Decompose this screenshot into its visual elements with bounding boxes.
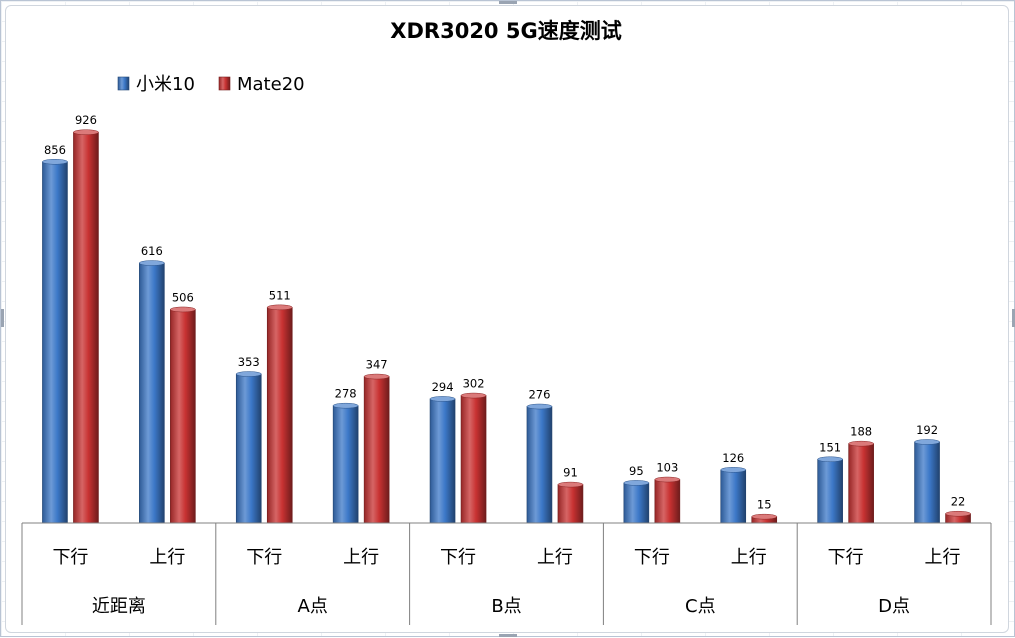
bar-cap bbox=[236, 371, 262, 377]
subcategory-tick-label: 上行 bbox=[537, 547, 573, 568]
bar[interactable] bbox=[914, 441, 940, 524]
bar-cap bbox=[526, 403, 553, 410]
legend-label-1: 小米10 bbox=[136, 74, 195, 95]
subcategory-tick-label: 下行 bbox=[52, 547, 88, 568]
legend-swatch-1 bbox=[117, 76, 130, 91]
bar[interactable] bbox=[817, 458, 843, 524]
bar-cap bbox=[332, 402, 359, 409]
subcategory-tick-label: 下行 bbox=[246, 547, 282, 568]
bar[interactable] bbox=[42, 161, 68, 524]
subcategory-tick-label: 上行 bbox=[343, 547, 379, 568]
group-tick-label: B点 bbox=[491, 596, 521, 617]
data-label: 91 bbox=[563, 466, 578, 480]
bar-cap bbox=[170, 306, 196, 313]
data-label: 926 bbox=[75, 113, 97, 127]
data-label: 192 bbox=[916, 423, 938, 437]
data-label: 302 bbox=[463, 377, 485, 391]
data-label: 506 bbox=[172, 290, 194, 304]
data-label: 22 bbox=[951, 495, 966, 509]
resize-handle-top[interactable] bbox=[499, 1, 517, 4]
data-label: 95 bbox=[629, 464, 644, 478]
bar-cap bbox=[623, 480, 650, 486]
data-label: 353 bbox=[238, 355, 260, 369]
data-label: 15 bbox=[757, 498, 772, 512]
data-label: 294 bbox=[432, 380, 454, 394]
data-label: 103 bbox=[656, 461, 678, 475]
data-label: 856 bbox=[44, 143, 66, 157]
subcategory-tick-label: 下行 bbox=[828, 547, 864, 568]
bar-cap bbox=[267, 304, 293, 311]
subcategory-tick-label: 下行 bbox=[440, 547, 476, 568]
bar-cap bbox=[73, 129, 99, 135]
group-tick-label: A点 bbox=[298, 596, 328, 617]
data-label: 188 bbox=[850, 425, 872, 439]
bar[interactable] bbox=[266, 307, 293, 524]
bar-cap bbox=[139, 260, 165, 266]
bar[interactable] bbox=[139, 262, 165, 524]
bar-cap bbox=[654, 476, 681, 483]
group-tick-label: 近距离 bbox=[92, 596, 146, 617]
legend: 小米10 Mate20 bbox=[117, 74, 305, 95]
bar-cap bbox=[751, 513, 777, 520]
bar[interactable] bbox=[720, 469, 747, 524]
bar-cap bbox=[363, 373, 390, 380]
bar[interactable] bbox=[235, 373, 262, 524]
bar[interactable] bbox=[363, 376, 390, 524]
bar-cap bbox=[460, 392, 487, 399]
legend-label-2: Mate20 bbox=[237, 74, 305, 95]
subcategory-tick-label: 上行 bbox=[149, 547, 185, 568]
bar-cap bbox=[914, 439, 940, 445]
bar[interactable] bbox=[332, 405, 359, 524]
bar[interactable] bbox=[73, 131, 99, 524]
bar-cap bbox=[848, 440, 874, 447]
bar[interactable] bbox=[170, 309, 196, 524]
data-label: 126 bbox=[722, 451, 744, 465]
bar-cap bbox=[945, 510, 971, 517]
legend-swatch-2 bbox=[218, 76, 231, 91]
data-label: 151 bbox=[819, 440, 841, 454]
group-tick-label: D点 bbox=[878, 596, 910, 617]
bar[interactable] bbox=[848, 443, 874, 524]
bar[interactable] bbox=[557, 484, 584, 524]
data-label: 616 bbox=[141, 244, 163, 258]
bar-cap bbox=[817, 456, 843, 463]
subcategory-tick-label: 下行 bbox=[634, 547, 670, 568]
bar[interactable] bbox=[526, 406, 553, 524]
resize-handle-bottom[interactable] bbox=[499, 634, 517, 637]
data-label: 347 bbox=[366, 358, 388, 372]
resize-handle-right[interactable] bbox=[1012, 309, 1015, 327]
data-label: 511 bbox=[269, 288, 291, 302]
bar[interactable] bbox=[429, 398, 456, 524]
data-label: 276 bbox=[528, 388, 550, 402]
chart-title: XDR3020 5G速度测试 bbox=[390, 19, 621, 43]
bar-cap bbox=[557, 481, 584, 488]
bar-cap bbox=[429, 396, 456, 402]
bar[interactable] bbox=[623, 482, 650, 524]
bar-cap bbox=[720, 467, 746, 473]
resize-handle-left[interactable] bbox=[1, 309, 4, 327]
subcategory-tick-label: 上行 bbox=[925, 547, 961, 568]
data-label: 278 bbox=[335, 387, 357, 401]
bars: 856 926 616 506 353 511 278 347 294 302 276 91 95 103… bbox=[42, 113, 971, 524]
bar[interactable] bbox=[654, 479, 681, 524]
group-tick-label: C点 bbox=[685, 596, 716, 617]
bar-cap bbox=[42, 159, 68, 165]
bar[interactable] bbox=[460, 395, 487, 524]
subcategory-tick-label: 上行 bbox=[731, 547, 767, 568]
